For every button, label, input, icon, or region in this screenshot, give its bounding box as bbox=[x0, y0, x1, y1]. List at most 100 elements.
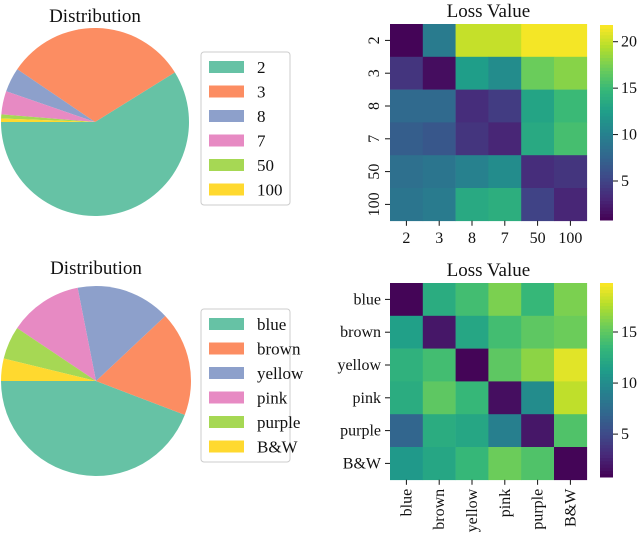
pie-title: Distribution bbox=[50, 258, 142, 279]
colorbar-segment bbox=[600, 51, 613, 55]
heatmap-cell bbox=[521, 188, 555, 222]
colorbar-segment bbox=[600, 444, 613, 449]
pie-slice bbox=[77, 286, 166, 381]
legend-swatch bbox=[209, 318, 244, 330]
colorbar-segment bbox=[600, 164, 613, 169]
heatmap-cell bbox=[422, 381, 456, 415]
colorbar-segment bbox=[600, 373, 613, 378]
colorbar-segment bbox=[600, 308, 613, 313]
heatmap-cell bbox=[422, 188, 456, 222]
colorbar-segment bbox=[600, 47, 613, 52]
heatmap-cell bbox=[488, 155, 522, 189]
heatmap-cell bbox=[521, 122, 555, 156]
colorbar-segment bbox=[600, 31, 613, 36]
heatmap-cell bbox=[521, 283, 555, 317]
colorbar-segment bbox=[600, 451, 613, 455]
y-tick-label: yellow bbox=[337, 357, 381, 374]
heatmap-cell bbox=[554, 414, 588, 448]
y-tick-label: blue bbox=[353, 291, 381, 308]
heatmap-cell bbox=[521, 56, 555, 90]
y-tick-label: brown bbox=[340, 324, 381, 341]
x-tick-label: purple bbox=[530, 489, 547, 530]
colorbar-tick-label: 20 bbox=[621, 34, 637, 51]
colorbar-segment bbox=[600, 57, 613, 62]
heatmap-cell bbox=[455, 188, 489, 222]
colorbar-segment bbox=[600, 38, 613, 42]
colorbar-segment bbox=[600, 54, 613, 58]
colorbar-tick-label: 15 bbox=[621, 80, 637, 97]
colorbar-segment bbox=[600, 305, 613, 310]
colorbar-segment bbox=[600, 386, 613, 391]
legend-swatch bbox=[209, 342, 244, 355]
colorbar-segment bbox=[600, 357, 613, 362]
heatmap-cell bbox=[488, 447, 522, 481]
colorbar-segment bbox=[600, 344, 613, 349]
heatmap-cell bbox=[422, 24, 456, 58]
colorbar-segment bbox=[600, 86, 613, 91]
colorbar-tick-label: 10 bbox=[621, 375, 637, 392]
legend-label: 100 bbox=[257, 181, 283, 200]
colorbar-tick-label: 5 bbox=[621, 426, 629, 443]
colorbar-segment bbox=[600, 197, 613, 201]
colorbar-segment bbox=[600, 210, 613, 214]
heatmap-cell bbox=[455, 155, 489, 189]
colorbar-segment bbox=[600, 77, 613, 81]
colorbar-segment bbox=[600, 132, 613, 136]
heatmap-cell bbox=[390, 122, 424, 156]
legend-label: pink bbox=[257, 389, 288, 408]
heatmap-cell bbox=[488, 188, 522, 222]
x-tick-label: 100 bbox=[558, 230, 582, 247]
heatmap-cell bbox=[521, 414, 555, 448]
colorbar-segment bbox=[600, 184, 613, 188]
legend-label: blue bbox=[257, 315, 286, 334]
heatmap-cell bbox=[521, 24, 555, 58]
pie-title: Distribution bbox=[49, 6, 141, 27]
x-tick-label: 8 bbox=[468, 230, 476, 247]
colorbar-segment bbox=[600, 325, 613, 329]
heatmap: Loss Value 2 3 8 7 50 100 2 3 8 7 50 100 5 10 15 20 bbox=[366, 1, 637, 247]
y-tick-label: purple bbox=[340, 423, 381, 440]
colorbar-segment bbox=[600, 457, 613, 462]
y-tick-label: pink bbox=[353, 390, 381, 407]
legend-swatch bbox=[209, 416, 244, 428]
heatmap-cell bbox=[488, 315, 522, 349]
colorbar-segment bbox=[600, 70, 613, 75]
x-tick-label: pink bbox=[497, 489, 514, 517]
colorbar-segment bbox=[600, 138, 613, 143]
legend-label: B&W bbox=[257, 438, 299, 457]
heatmap-cell bbox=[488, 56, 522, 90]
heatmap-cell bbox=[390, 56, 424, 90]
heatmap-cell bbox=[488, 348, 522, 382]
legend-swatch bbox=[209, 134, 244, 147]
colorbar-segment bbox=[600, 112, 613, 117]
colorbar-segment bbox=[600, 44, 613, 49]
colorbar-segment bbox=[600, 434, 613, 439]
heatmap-cell bbox=[455, 348, 489, 382]
heatmap-cell bbox=[455, 315, 489, 349]
heatmap-cell bbox=[390, 188, 424, 222]
colorbar-segment bbox=[600, 216, 613, 221]
heatmap-cell bbox=[455, 89, 489, 123]
heatmap-cell bbox=[521, 155, 555, 189]
heatmap-cell bbox=[488, 89, 522, 123]
heatmap-cell bbox=[390, 381, 424, 415]
heatmap-cell bbox=[390, 348, 424, 382]
heatmap-cell bbox=[422, 348, 456, 382]
y-tick-label: 7 bbox=[366, 135, 383, 143]
colorbar-segment bbox=[600, 354, 613, 358]
colorbar-segment bbox=[600, 418, 613, 423]
x-tick-label: B&W bbox=[562, 488, 579, 527]
heatmap-cell bbox=[455, 381, 489, 415]
colorbar-segment bbox=[600, 116, 613, 120]
x-tick-label: yellow bbox=[464, 488, 481, 532]
legend-label: 2 bbox=[257, 58, 266, 77]
colorbar-segment bbox=[600, 190, 613, 195]
colorbar-segment bbox=[600, 402, 613, 407]
heatmap-cell bbox=[554, 283, 588, 317]
colorbar-segment bbox=[600, 155, 613, 159]
colorbar-segment bbox=[600, 194, 613, 198]
pie-slice bbox=[6, 69, 95, 122]
heatmap-cell bbox=[554, 89, 588, 123]
colorbar-segment bbox=[600, 460, 613, 465]
colorbar-segment bbox=[600, 370, 613, 375]
